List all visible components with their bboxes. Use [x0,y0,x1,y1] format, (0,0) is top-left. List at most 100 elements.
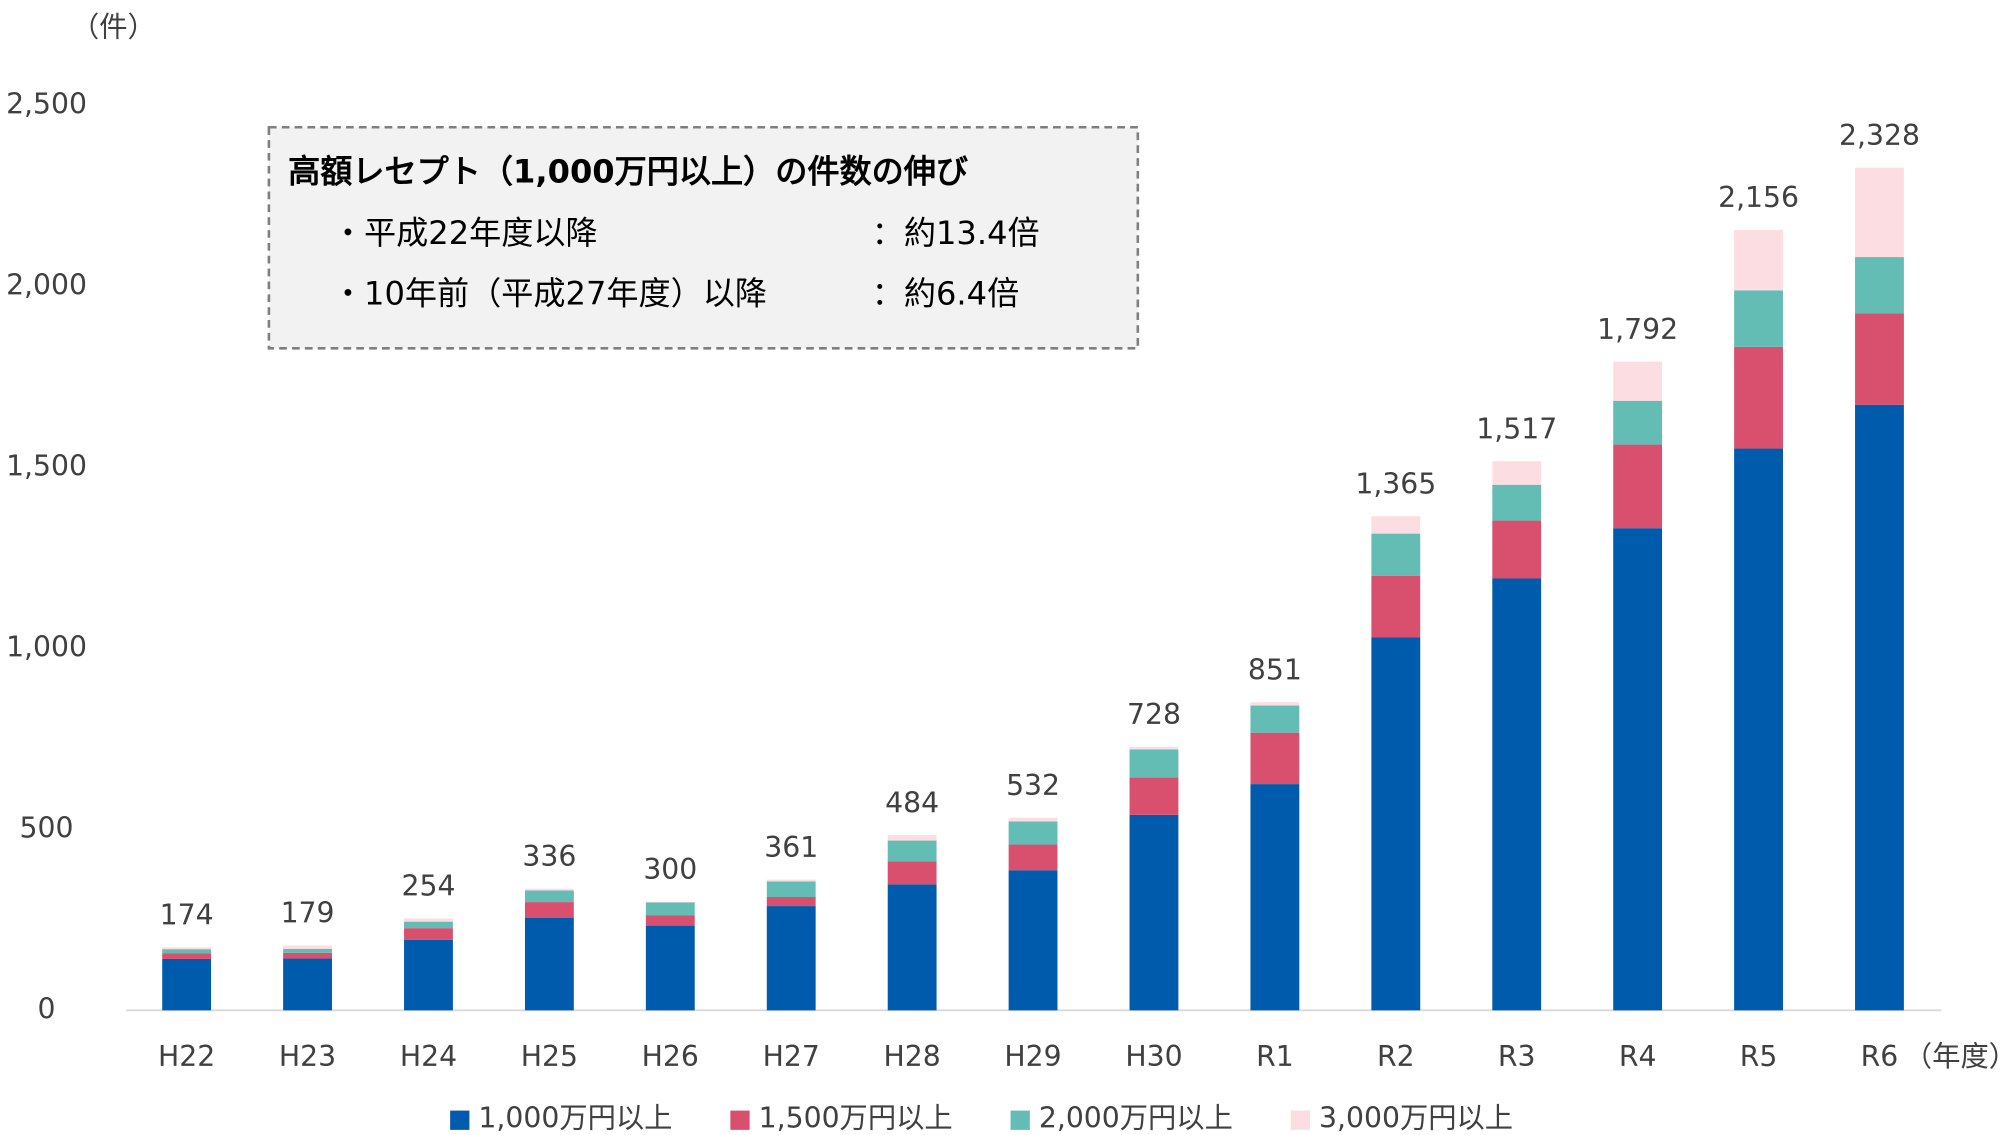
legend-label: 2,000万円以上 [1039,1102,1233,1135]
bar-segment [1734,290,1783,347]
bar-segment [1492,461,1542,485]
x-tick-label: R5 [1740,1040,1778,1073]
bar-segment [1250,732,1300,785]
bar-segment [1371,516,1421,534]
bar-segment [887,861,937,885]
bar-segment [645,901,695,903]
annotation-box [267,125,1140,350]
legend-swatch [450,1110,470,1130]
bar-segment [887,835,937,841]
x-tick-label: H26 [642,1040,699,1073]
bar-segment [1129,749,1179,778]
total-label: 174 [160,898,214,931]
legend-swatch [1290,1110,1311,1130]
bar-segment [404,939,453,1011]
y-tick-label: 500 [20,811,74,844]
x-tick-label: R4 [1619,1040,1657,1073]
x-tick-label: H28 [884,1040,941,1073]
bar-segment [1855,257,1904,314]
bar-segment [162,953,212,959]
legend-swatch [730,1110,750,1130]
bar-segment [766,897,816,907]
bar-segment [1008,870,1058,1011]
total-label: 851 [1248,653,1302,686]
x-tick-label: H22 [158,1040,215,1073]
y-tick-label: 1,000 [6,630,87,663]
bar-segment [1129,777,1179,815]
bar-segment [1734,229,1783,291]
x-tick-label: H25 [521,1040,578,1073]
total-label: 1,517 [1476,412,1557,445]
bar-segment [524,890,574,903]
x-tick-label: H29 [1004,1040,1061,1073]
x-tick-label: R6 [1861,1040,1899,1073]
total-label: 484 [885,786,939,819]
bar-segment [283,948,332,953]
x-tick-label: H24 [400,1040,457,1073]
bar-segment [283,952,332,959]
total-label: 179 [281,897,335,930]
bar-segment [524,902,574,918]
y-tick-label: 2,000 [6,268,87,301]
x-tick-label: R3 [1498,1040,1536,1073]
bar-segment [1371,637,1421,1011]
x-tick-label: H23 [279,1040,336,1073]
bar-segment [404,921,453,929]
total-label: 1,365 [1355,467,1436,500]
bar-segment [1008,817,1058,822]
bar-segment [283,945,332,949]
bar-segment [1250,702,1300,706]
x-tick-label: H27 [763,1040,820,1073]
bar-segment [524,888,574,891]
annotation-title: 高額レセプト（1,000万円以上）の件数の伸び [288,153,969,191]
bar-segment [645,915,695,926]
y-tick-label: 0 [38,992,56,1025]
bar-segment [887,840,937,862]
bar-segment [1250,705,1300,733]
x-tick-label: H30 [1125,1040,1182,1073]
bar-segment [283,958,332,1011]
bar-segment [766,906,816,1011]
total-label: 361 [764,831,818,864]
bar-segment [1613,444,1663,529]
total-label: 1,792 [1597,313,1678,346]
bar-segment [404,928,453,940]
total-label: 254 [401,870,455,903]
bar-segment [1129,746,1179,750]
bar-segment [1371,533,1421,576]
annotation-text: ・平成22年度以降 [332,214,598,252]
total-label: 2,328 [1839,119,1920,152]
legend-label: 1,500万円以上 [759,1102,953,1135]
bar-segment [1613,361,1663,401]
y-axis-label: （件） [71,10,156,43]
bar-segment [1492,578,1542,1011]
y-tick-label: 2,500 [6,87,87,120]
total-label: 336 [522,840,576,873]
bar-segment [1129,814,1179,1011]
bar-segment [162,947,212,950]
bar-segment [1008,821,1058,845]
annotation-text: ：約13.4倍 [872,214,1040,252]
total-label: 300 [643,853,697,886]
annotation-text: ・10年前（平成27年度）以降 [332,275,767,313]
bar-segment [1855,313,1904,405]
bar-segment [1734,448,1783,1011]
bar-segment [162,949,212,954]
bar-segment [1371,575,1421,638]
bar-segment [1855,167,1904,258]
x-tick-label: R1 [1256,1040,1294,1073]
x-axis-label: （年度） [1904,1040,2016,1073]
bar-segment [766,879,816,882]
bar-segment [887,884,937,1011]
annotation-text: ：約6.4倍 [872,275,1019,313]
legend-swatch [1010,1110,1030,1130]
total-label: 728 [1127,698,1181,731]
bar-segment [524,917,574,1011]
total-label: 532 [1006,769,1060,802]
bar-segment [1855,404,1904,1011]
bar-segment [645,925,695,1011]
bar-segment [766,881,816,898]
bar-segment [1492,484,1542,521]
bar-segment [1613,528,1663,1011]
bar-segment [162,958,212,1011]
